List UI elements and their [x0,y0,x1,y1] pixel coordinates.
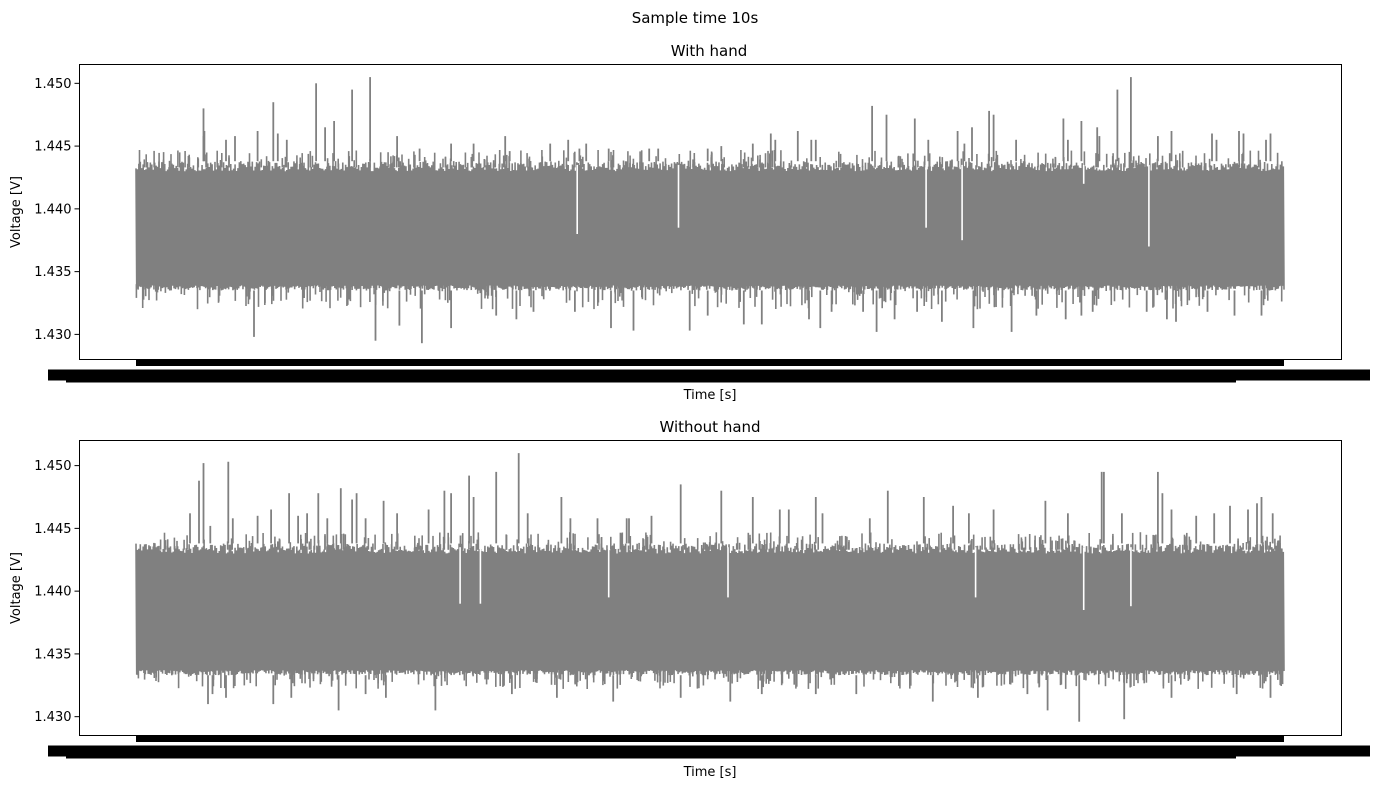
line-series [135,77,1285,344]
y-tick-label: 1.435 [34,265,71,280]
y-tick-label: 1.440 [34,202,71,217]
x-tick-labels-overlap [48,745,1370,757]
y-tick-label: 1.430 [34,710,71,725]
y-axis-label: Voltage [V] [9,176,24,248]
subplot-title: With hand [671,42,748,60]
y-tick-label: 1.450 [34,77,71,92]
y-tick-label: 1.440 [34,585,71,600]
x-tick-labels-overlap [66,751,1236,759]
x-ticks-dense [136,360,1284,366]
y-tick-label: 1.445 [34,140,71,155]
y-tick-label: 1.445 [34,522,71,537]
figure-title: Sample time 10s [632,9,759,27]
y-tick-label: 1.435 [34,647,71,662]
x-axis-label: Time [s] [683,765,737,780]
signal-line [135,543,1285,676]
y-axis: 1.430 1.435 1.440 1.445 1.450 [34,459,80,725]
axes-frame [79,440,1342,736]
x-axis-label: Time [s] [683,388,737,403]
y-axis: 1.430 1.435 1.440 1.445 1.450 [34,77,80,343]
subplot-title: Without hand [659,418,760,436]
signal-line [135,161,1285,291]
x-tick-labels-overlap [66,375,1236,383]
subplot-without-hand: Without hand 1.430 1.435 1.440 1.445 1.450 T… [9,418,1370,780]
x-axis-tick-labels [48,360,1370,383]
x-tick-labels-overlap [48,369,1370,381]
y-tick-label: 1.450 [34,459,71,474]
y-tick-label: 1.430 [34,328,71,343]
subplot-with-hand: With hand 1.430 1.435 1.440 1.445 1.450 Time… [9,42,1370,403]
axes-frame [79,64,1342,360]
x-ticks-dense [136,736,1284,742]
x-axis-tick-labels [48,736,1370,759]
line-series [135,453,1285,722]
y-axis-label: Voltage [V] [9,552,24,624]
